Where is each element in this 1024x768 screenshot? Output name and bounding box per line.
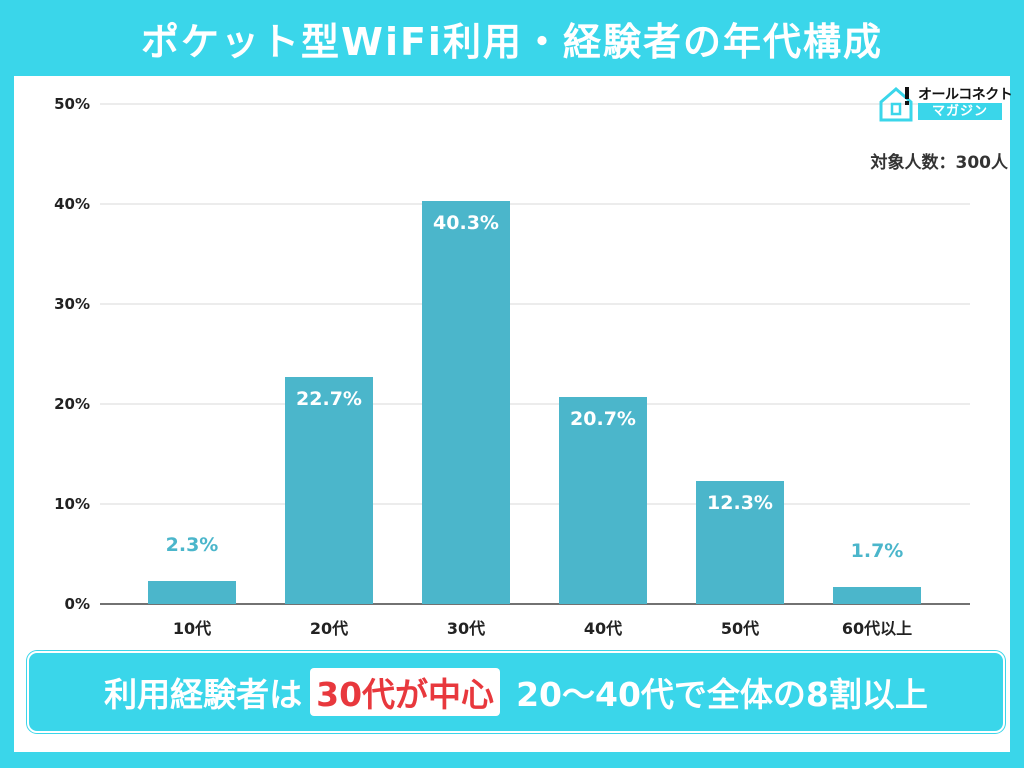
logo-text-top: オールコネクト <box>918 87 1013 103</box>
house-logo-icon <box>879 87 913 122</box>
y-tick-label: 40% <box>54 195 90 213</box>
bar <box>422 201 510 604</box>
x-tick-label: 60代以上 <box>842 619 912 638</box>
data-label: 12.3% <box>707 492 773 514</box>
brand-logo: オールコネクト マガジン <box>878 84 1013 122</box>
x-tick-label: 10代 <box>173 619 211 638</box>
y-tick-label: 10% <box>54 495 90 513</box>
x-tick-label: 40代 <box>584 619 622 638</box>
y-tick-label: 20% <box>54 395 90 413</box>
data-label: 2.3% <box>166 534 219 556</box>
callout-prefix: 利用経験者は <box>104 675 303 714</box>
data-label: 20.7% <box>570 408 636 430</box>
y-tick-label: 0% <box>65 595 90 613</box>
data-label: 22.7% <box>296 388 362 410</box>
y-tick-label: 30% <box>54 295 90 313</box>
data-label: 40.3% <box>433 212 499 234</box>
bar <box>148 581 236 604</box>
summary-callout: 利用経験者は 30代が中心 20〜40代で全体の8割以上 <box>27 651 1005 733</box>
sample-size-note: 対象人数：300人 <box>870 153 1009 173</box>
bar <box>833 587 921 604</box>
bar <box>696 481 784 604</box>
data-label: 1.7% <box>851 540 904 562</box>
x-tick-label: 30代 <box>447 619 485 638</box>
bar <box>559 397 647 604</box>
y-tick-label: 50% <box>54 95 90 113</box>
chart-title: ポケット型WiFi利用・経験者の年代構成 <box>141 19 883 64</box>
callout-suffix: 20〜40代で全体の8割以上 <box>516 675 928 714</box>
x-tick-label: 50代 <box>721 619 759 638</box>
logo-text-bottom: マガジン <box>918 103 1002 120</box>
x-tick-label: 20代 <box>310 619 348 638</box>
bar <box>285 377 373 604</box>
callout-highlight: 30代が中心 <box>310 668 501 716</box>
